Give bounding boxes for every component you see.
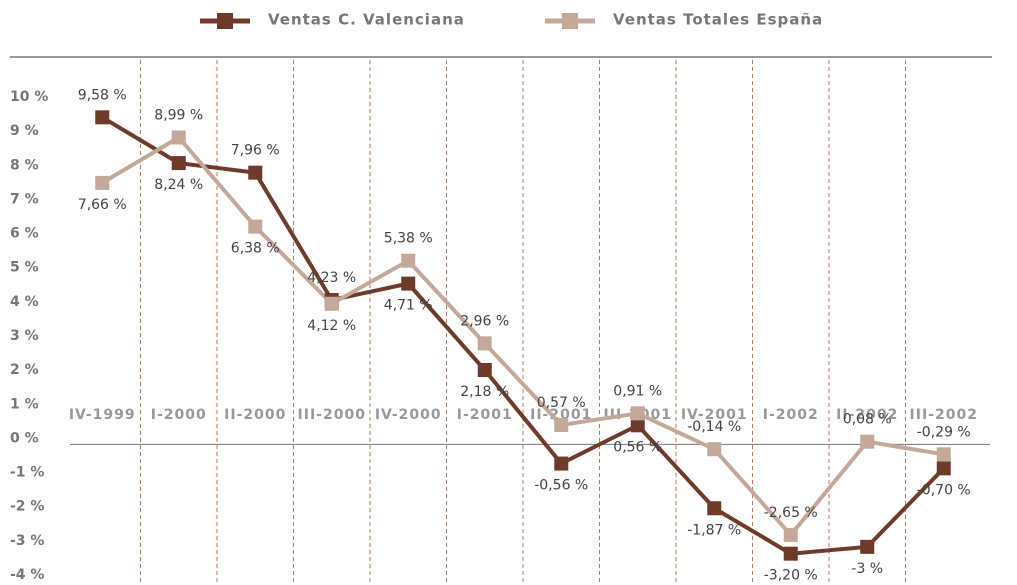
data-label: 7,96 % — [231, 143, 280, 159]
data-label: 2,18 % — [460, 384, 509, 400]
data-label: 0,91 % — [613, 383, 662, 399]
x-tick-label: IV-2001 — [681, 407, 748, 423]
legend-marker — [562, 13, 578, 29]
point — [554, 417, 569, 432]
data-label: 6,38 % — [231, 241, 280, 257]
y-tick-label: 1 % — [10, 396, 39, 412]
point — [554, 456, 569, 471]
data-label: 7,66 % — [78, 197, 127, 213]
data-label: 0,56 % — [613, 439, 662, 455]
y-tick-label: 6 % — [10, 226, 39, 242]
legend-label: Ventas C. Valenciana — [268, 11, 465, 29]
y-tick-label: 8 % — [10, 157, 39, 173]
data-label: 0,57 % — [537, 395, 586, 411]
x-tick-label: I-2000 — [151, 407, 207, 423]
point — [248, 219, 263, 234]
data-label: 9,58 % — [78, 87, 127, 103]
point — [95, 175, 110, 190]
point — [707, 442, 722, 457]
point — [707, 501, 722, 516]
point — [477, 336, 492, 351]
y-tick-label: 3 % — [10, 328, 39, 344]
y-tick-label: 4 % — [10, 294, 39, 310]
point — [783, 546, 798, 561]
legend-marker — [217, 13, 233, 29]
point — [171, 156, 186, 171]
data-label: -1,87 % — [687, 522, 741, 538]
point — [324, 296, 339, 311]
data-label: 5,38 % — [384, 231, 433, 247]
y-tick-label: -2 % — [10, 499, 44, 515]
y-tick-label: 10 % — [10, 89, 48, 105]
data-label: 8,99 % — [154, 107, 203, 123]
point — [248, 165, 263, 180]
data-label: -0,29 % — [917, 424, 971, 440]
y-tick-label: 2 % — [10, 362, 39, 378]
data-label: -3 % — [851, 561, 883, 577]
point — [401, 276, 416, 291]
data-label: 2,96 % — [460, 313, 509, 329]
x-tick-label: III-2002 — [910, 407, 978, 423]
point — [630, 406, 645, 421]
data-label: -0,14 % — [687, 419, 741, 435]
data-label: 4,23 % — [307, 270, 356, 286]
point — [936, 461, 951, 476]
point — [477, 362, 492, 377]
x-tick-label: I-2002 — [763, 407, 819, 423]
y-tick-label: 5 % — [10, 260, 39, 276]
data-label: 4,12 % — [307, 318, 356, 334]
series-line — [101, 115, 946, 556]
point — [860, 434, 875, 449]
y-tick-label: 0 % — [10, 430, 39, 446]
series-line — [101, 134, 945, 538]
x-tick-label: II-2000 — [224, 407, 286, 423]
y-tick-label: 9 % — [10, 123, 39, 139]
data-label: 8,24 % — [154, 177, 203, 193]
point — [95, 110, 110, 125]
y-tick-label: -3 % — [10, 533, 44, 549]
data-label: 0,08 % — [843, 412, 892, 428]
y-tick-label: 7 % — [10, 191, 39, 207]
data-label: -3,20 % — [764, 568, 818, 584]
point — [783, 527, 798, 542]
data-label: -0,70 % — [917, 482, 971, 498]
point — [401, 253, 416, 268]
data-label: -0,56 % — [534, 478, 588, 494]
point — [936, 447, 951, 462]
x-tick-label: IV-1999 — [69, 407, 136, 423]
x-tick-label: II-2002 — [836, 407, 898, 423]
x-tick-label: I-2001 — [457, 407, 513, 423]
y-tick-label: -1 % — [10, 465, 44, 481]
point — [630, 418, 645, 433]
point — [860, 539, 875, 554]
y-tick-label: -4 % — [10, 567, 44, 583]
data-label: 4,71 % — [384, 298, 433, 314]
x-tick-label: III-2000 — [298, 407, 366, 423]
legend-label: Ventas Totales España — [613, 11, 823, 29]
x-tick-label: IV-2000 — [375, 407, 442, 423]
data-label: -2,65 % — [764, 505, 818, 521]
point — [171, 130, 186, 145]
